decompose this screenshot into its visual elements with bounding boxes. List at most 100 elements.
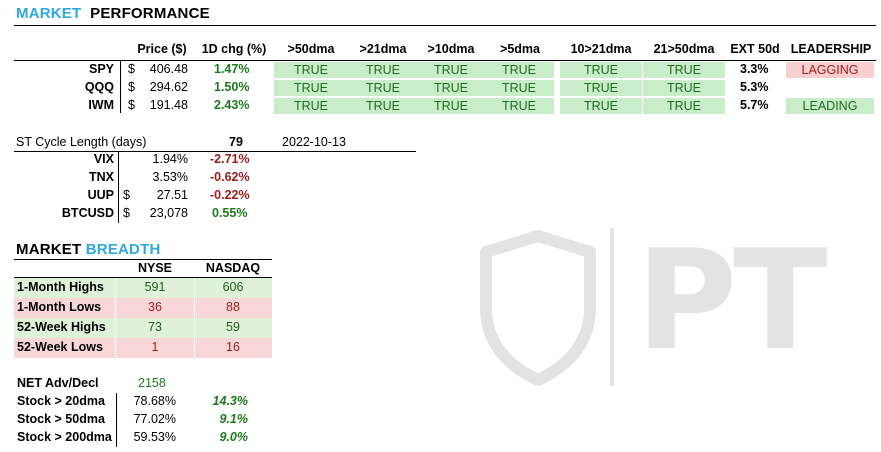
- header-21-50dma: 21>50dma: [653, 42, 715, 56]
- stock-20dma-label: Stock > 20dma: [17, 394, 105, 408]
- flag-qqq-50dma: TRUE: [274, 80, 348, 96]
- leadership-spy: LAGGING: [786, 62, 874, 78]
- breadth-row-bg: [14, 318, 272, 338]
- price-uup: 27.51: [156, 188, 188, 202]
- breadth-label-52w-lows: 52-Week Lows: [17, 340, 103, 354]
- flag-iwm-21-50: TRUE: [643, 98, 725, 114]
- ticker-uup: UUP: [87, 188, 114, 202]
- ticker-btcusd: BTCUSD: [61, 206, 114, 220]
- price-qqq: 294.62: [149, 80, 188, 94]
- flag-spy-50dma: TRUE: [274, 62, 348, 78]
- flag-qqq-5dma: TRUE: [484, 80, 554, 96]
- net-adv-decl-label: NET Adv/Decl: [17, 376, 99, 390]
- header-nasdaq: NASDAQ: [205, 261, 261, 275]
- chg-vix: -2.71%: [210, 152, 250, 166]
- header-1d-chg: 1D chg (%): [201, 42, 267, 56]
- currency-symbol: $: [123, 206, 130, 220]
- price-tnx: 3.53%: [152, 170, 188, 184]
- ext-qqq: 5.3%: [740, 80, 769, 94]
- flag-qqq-10dma: TRUE: [418, 80, 484, 96]
- stock-200dma-chg: 9.0%: [219, 430, 249, 444]
- breadth-label-1m-lows: 1-Month Lows: [17, 300, 102, 314]
- currency-symbol: $: [128, 98, 135, 112]
- nasdaq-1m-lows: 88: [226, 300, 240, 314]
- ext-iwm: 5.7%: [740, 98, 769, 112]
- breadth-title: MARKET BREADTH: [16, 241, 161, 258]
- price-btcusd: 23,078: [149, 206, 188, 220]
- flag-spy-10dma: TRUE: [418, 62, 484, 78]
- cycle-date: 2022-10-13: [282, 135, 346, 149]
- stock-50dma-chg: 9.1%: [219, 412, 249, 426]
- breadth-label-1m-highs: 1-Month Highs: [17, 280, 104, 294]
- header-leadership: LEADERSHIP: [790, 42, 872, 56]
- chg-tnx: -0.62%: [210, 170, 250, 184]
- flag-iwm-10dma: TRUE: [418, 98, 484, 114]
- ticker-divider: [120, 60, 121, 113]
- flag-spy-5dma: TRUE: [484, 62, 554, 78]
- leadership-iwm: LEADING: [786, 98, 874, 114]
- breadth-header-underline: [14, 277, 272, 278]
- shield-icon: [480, 228, 614, 386]
- chg-btcusd: 0.55%: [212, 206, 248, 220]
- breadth-row-bg: [14, 298, 272, 318]
- stock-50dma-label: Stock > 50dma: [17, 412, 105, 426]
- cycle-underline: [14, 151, 416, 152]
- performance-title: MARKET PERFORMANCE: [16, 5, 210, 22]
- chg-iwm: 2.43%: [214, 98, 250, 112]
- nyse-1m-highs: 591: [144, 280, 166, 294]
- chg-uup: -0.22%: [210, 188, 250, 202]
- flag-qqq-10-21: TRUE: [560, 80, 642, 96]
- currency-symbol: $: [128, 62, 135, 76]
- header-10-21dma: 10>21dma: [570, 42, 632, 56]
- currency-symbol: $: [128, 80, 135, 94]
- flag-spy-10-21: TRUE: [560, 62, 642, 78]
- net-adv-decl-value: 2158: [138, 376, 166, 390]
- nyse-52w-highs: 73: [148, 320, 162, 334]
- price-iwm: 191.48: [149, 98, 188, 112]
- flag-qqq-21dma: TRUE: [348, 80, 418, 96]
- breadth-divider: [115, 278, 116, 358]
- cycle-divider: [118, 151, 119, 223]
- header-ext-50d: EXT 50d: [730, 42, 780, 56]
- stock-20dma-chg: 14.3%: [212, 394, 248, 408]
- header-price: Price ($): [137, 42, 187, 56]
- header-21dma: >21dma: [359, 42, 407, 56]
- stock-200dma-label: Stock > 200dma: [17, 430, 112, 444]
- breadth-title-underline: [14, 259, 272, 260]
- ticker-iwm: IWM: [88, 98, 114, 112]
- price-vix: 1.94%: [152, 152, 188, 166]
- stock-200dma-value: 59.53%: [133, 430, 176, 444]
- leadership-qqq: [786, 79, 874, 96]
- nasdaq-52w-highs: 59: [226, 320, 240, 334]
- nyse-52w-lows: 1: [151, 340, 159, 354]
- nyse-1m-lows: 36: [148, 300, 162, 314]
- watermark-text: PT: [636, 220, 827, 381]
- breadth-divider: [194, 278, 195, 358]
- flag-iwm-50dma: TRUE: [274, 98, 348, 114]
- header-nyse: NYSE: [137, 261, 173, 275]
- title-underline: [14, 25, 876, 26]
- price-spy: 406.48: [149, 62, 188, 76]
- flag-qqq-21-50: TRUE: [643, 80, 725, 96]
- flag-iwm-10-21: TRUE: [560, 98, 642, 114]
- breadth-row-bg: [14, 338, 272, 358]
- flag-spy-21-50: TRUE: [643, 62, 725, 78]
- flag-iwm-21dma: TRUE: [348, 98, 418, 114]
- ticker-qqq: QQQ: [84, 80, 114, 94]
- header-underline: [14, 60, 876, 61]
- chg-spy: 1.47%: [214, 62, 250, 76]
- ticker-spy: SPY: [88, 62, 114, 76]
- flag-iwm-5dma: TRUE: [484, 98, 554, 114]
- nasdaq-1m-highs: 606: [222, 280, 244, 294]
- header-10dma: >10dma: [427, 42, 475, 56]
- flag-spy-21dma: TRUE: [348, 62, 418, 78]
- nasdaq-52w-lows: 16: [226, 340, 240, 354]
- breadth-label-52w-highs: 52-Week Highs: [17, 320, 106, 334]
- cycle-value: 79: [229, 135, 243, 149]
- pt-watermark: PT: [478, 228, 838, 391]
- breadth-row-bg: [14, 278, 272, 298]
- stock-50dma-value: 77.02%: [133, 412, 176, 426]
- cycle-label: ST Cycle Length (days): [16, 135, 147, 149]
- stock-divider: [116, 393, 117, 447]
- header-5dma: >5dma: [500, 42, 540, 56]
